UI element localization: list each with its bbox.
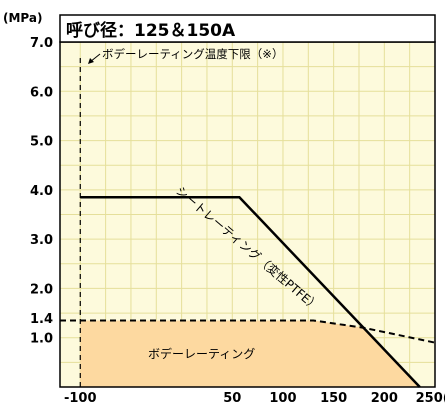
chart-title: 呼び径：125＆150A — [66, 20, 236, 41]
title-box — [59, 14, 436, 43]
y-tick-label: 5.0 — [30, 135, 53, 150]
y-tick-label: 7.0 — [30, 36, 53, 51]
x-tick-label: 150 — [320, 391, 347, 406]
x-tick-label: 200 — [371, 391, 398, 406]
y-tick-label: 4.0 — [30, 184, 53, 199]
x-tick-label: -100 — [64, 391, 97, 406]
y-tick-label: 6.0 — [30, 85, 53, 100]
body-rating-label: ボデーレーティング — [148, 346, 255, 361]
y-tick-label: 2.0 — [30, 282, 53, 297]
y-tick-label: 3.0 — [30, 233, 53, 248]
y-axis-unit: (MPa) — [3, 11, 42, 25]
series-line-body-rating — [60, 319, 436, 344]
y-tick-label: 1.4 — [30, 312, 53, 327]
x-tick-label: 250(℃) — [416, 391, 445, 406]
body-rating-fill — [80, 320, 420, 387]
annotation-body-temp-limit: ボデーレーティング温度下限（※） — [102, 47, 283, 61]
y-tick-label: 1.0 — [30, 332, 53, 347]
x-tick-label: 100 — [269, 391, 296, 406]
x-tick-label: 50 — [223, 391, 241, 406]
annotation-arrow-head — [88, 58, 94, 64]
y-tick-labels: 1.0 1.4 2.0 3.0 4.0 5.0 6.0 7.0 — [30, 36, 53, 347]
x-tick-labels: -100 50 100 150 200 250(℃) — [64, 391, 445, 406]
series-line-seat-rating — [80, 196, 421, 388]
